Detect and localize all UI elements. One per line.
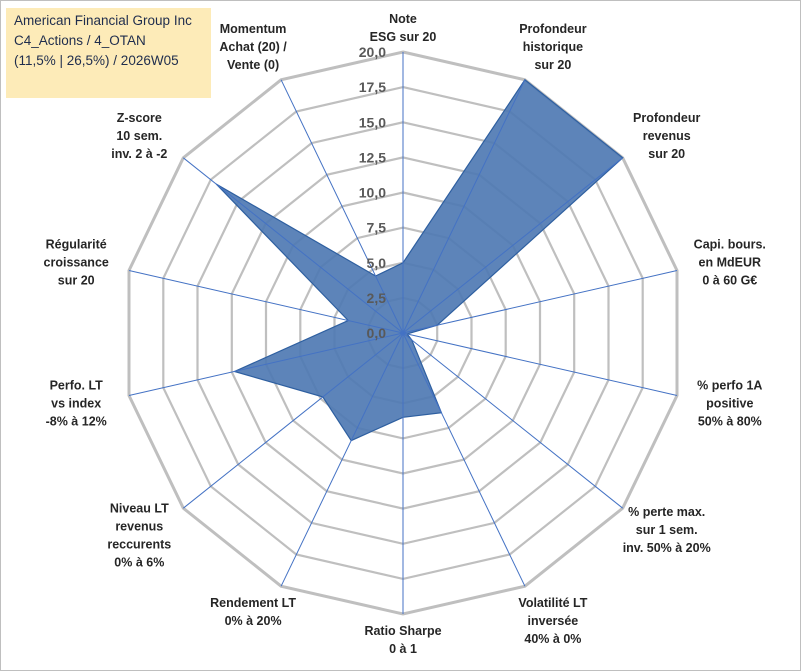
axis-label-0: Note ESG sur 20: [370, 12, 437, 44]
tick-label: 5,0: [367, 255, 387, 271]
axis-label-line: Profondeur: [519, 22, 586, 36]
axis-label-line: Ratio Sharpe: [364, 624, 441, 638]
chart-title-company: American Financial Group Inc: [14, 13, 192, 28]
axis-label-line: 40% à 0%: [524, 632, 581, 646]
axis-label-9: Niveau LT revenus reccurents 0% à 6%: [107, 502, 171, 570]
axis-label-6: Volatilité LT inversée 40% à 0%: [518, 596, 587, 646]
axis-label-5: % perte max. sur 1 sem. inv. 50% à 20%: [623, 505, 711, 555]
axis-label-line: Niveau LT: [110, 502, 169, 516]
spoke-2: [402, 157, 624, 334]
axis-label-line: ESG sur 20: [370, 30, 437, 44]
chart-title-box: American Financial Group Inc C4_Actions …: [6, 8, 211, 98]
axis-label-line: Profondeur: [633, 111, 700, 125]
axis-label-line: 0 à 1: [389, 642, 417, 656]
axis-label-line: 0% à 20%: [225, 614, 282, 628]
axis-label-line: inv. 50% à 20%: [623, 541, 711, 555]
axis-label-line: revenus: [643, 129, 691, 143]
axis-label-line: en MdEUR: [699, 256, 762, 270]
axis-label-4: % perfo 1A positive 50% à 80%: [697, 378, 762, 428]
radar-spokes: [128, 52, 678, 614]
axis-label-line: revenus: [115, 520, 163, 534]
tick-label: 20,0: [359, 44, 386, 60]
axis-label-line: Momentum: [220, 22, 287, 36]
axis-label-line: 0% à 6%: [114, 556, 164, 570]
axis-label-8: Rendement LT 0% à 20%: [210, 596, 296, 628]
axis-label-line: 50% à 80%: [698, 414, 762, 428]
axis-label-line: Achat (20) /: [219, 40, 287, 54]
tick-label: 10,0: [359, 185, 386, 201]
axis-label-line: -8% à 12%: [46, 414, 107, 428]
spoke-13: [280, 79, 404, 334]
axis-label-line: 10 sem.: [116, 129, 162, 143]
axis-label-line: Note: [389, 12, 417, 26]
axis-label-line: Capi. bours.: [694, 238, 766, 252]
chart-title-category: C4_Actions / 4_OTAN: [14, 33, 146, 48]
axis-label-line: % perfo 1A: [697, 378, 762, 392]
spoke-1: [402, 79, 526, 334]
axis-label-line: Perfo. LT: [50, 378, 104, 392]
spoke-11: [128, 270, 404, 334]
axis-label-line: % perte max.: [628, 505, 705, 519]
axis-label-line: sur 1 sem.: [636, 523, 698, 537]
radial-tick-labels: 0,0 2,5 5,0 7,5 10,0 12,5 15,0 17,5 20,0: [359, 44, 386, 341]
axis-label-line: croissance: [44, 256, 109, 270]
axis-label-13: Momentum Achat (20) / Vente (0): [219, 22, 287, 72]
axis-label-line: Volatilité LT: [518, 596, 587, 610]
spoke-3: [402, 270, 678, 334]
tick-label: 7,5: [367, 220, 387, 236]
spoke-5: [402, 332, 624, 509]
tick-label: 2,5: [367, 290, 387, 306]
axis-label-12: Z-score 10 sem. inv. 2 à -2: [111, 111, 167, 161]
axis-label-line: vs index: [51, 396, 101, 410]
spoke-12: [182, 157, 404, 334]
tick-label: 12,5: [359, 149, 386, 165]
spoke-9: [182, 332, 404, 509]
axis-label-line: inv. 2 à -2: [111, 147, 167, 161]
spoke-10: [128, 332, 404, 396]
axis-label-line: Régularité: [46, 238, 107, 252]
axis-label-10: Perfo. LT vs index -8% à 12%: [46, 378, 107, 428]
axis-label-line: Vente (0): [227, 58, 279, 72]
axis-label-2: Profondeur revenus sur 20: [633, 111, 700, 161]
axis-label-line: inversée: [528, 614, 579, 628]
axis-label-line: sur 20: [534, 58, 571, 72]
tick-label: 0,0: [367, 325, 387, 341]
axis-label-line: sur 20: [58, 274, 95, 288]
axis-label-line: positive: [706, 396, 753, 410]
tick-label: 15,0: [359, 114, 386, 130]
axis-label-line: reccurents: [107, 538, 171, 552]
axis-label-1: Profondeur historique sur 20: [519, 22, 586, 72]
axis-label-line: sur 20: [648, 147, 685, 161]
spoke-6: [402, 332, 526, 587]
tick-label: 17,5: [359, 79, 386, 95]
axis-label-line: 0 à 60 G€: [702, 274, 757, 288]
spoke-8: [280, 332, 404, 587]
axis-label-line: historique: [523, 40, 583, 54]
axis-label-line: Z-score: [117, 111, 162, 125]
axis-label-3: Capi. bours. en MdEUR 0 à 60 G€: [694, 238, 766, 288]
axis-label-11: Régularité croissance sur 20: [44, 238, 109, 288]
axis-label-line: Rendement LT: [210, 596, 296, 610]
chart-title-period: (11,5% | 26,5%) / 2026W05: [14, 53, 179, 68]
spoke-4: [402, 332, 678, 396]
axis-labels: Note ESG sur 20 Profondeur historique sur 20…: [44, 12, 766, 656]
axis-label-7: Ratio Sharpe 0 à 1: [364, 624, 441, 656]
